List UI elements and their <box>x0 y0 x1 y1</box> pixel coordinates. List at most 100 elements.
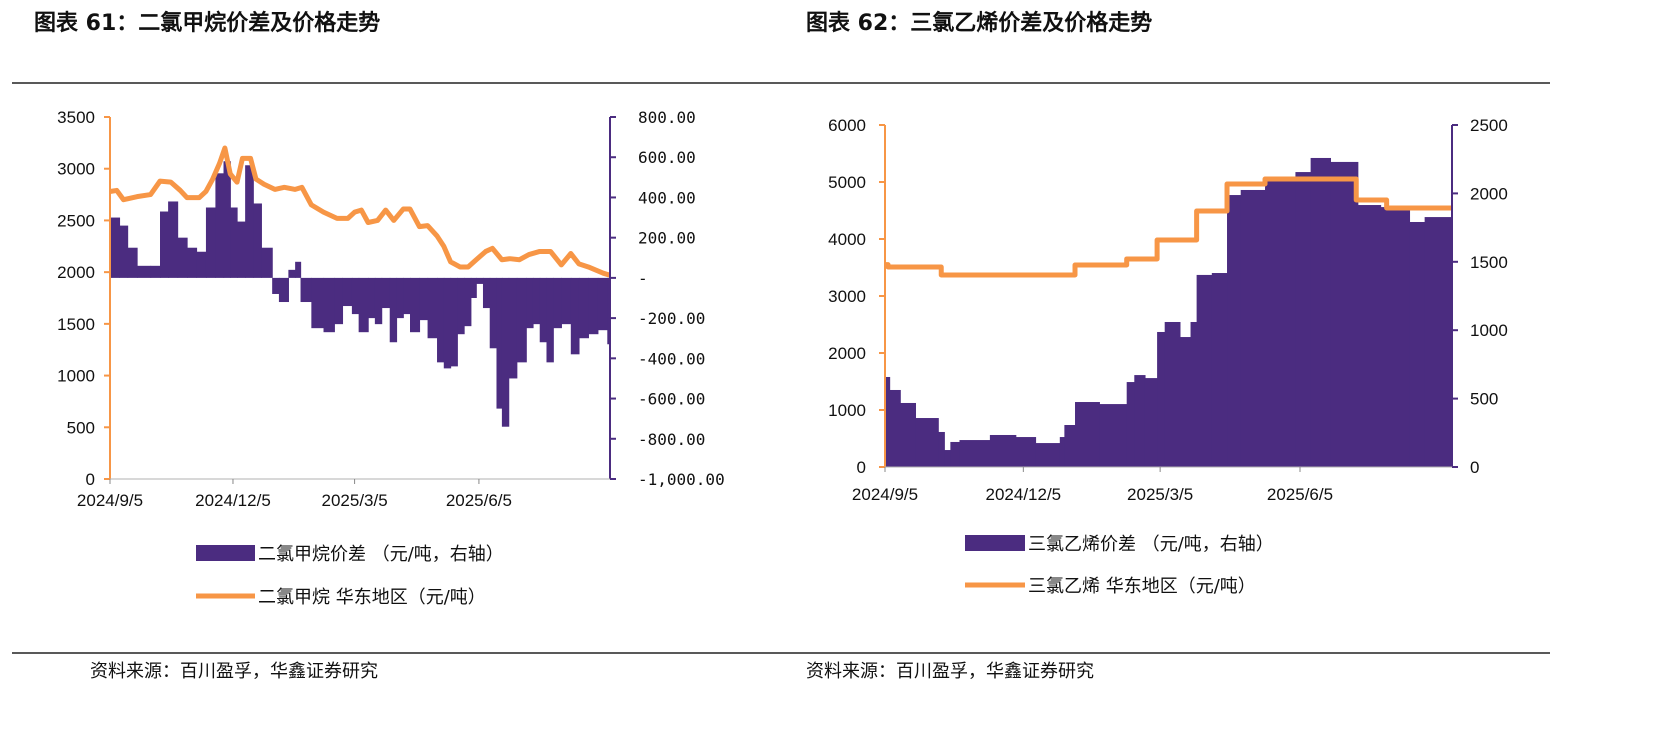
spread-bar <box>1059 437 1065 467</box>
spread-bar <box>597 277 608 331</box>
spread-bar <box>110 217 121 278</box>
left-tick-label: 2000 <box>57 263 95 282</box>
spread-bar <box>607 277 611 345</box>
spread-bar <box>546 277 554 363</box>
spread-bar <box>959 440 991 467</box>
spread-bar <box>950 441 961 467</box>
spread-bar <box>1424 217 1453 467</box>
right-tick-label: -800.00 <box>638 430 705 449</box>
spread-bars <box>885 157 1453 468</box>
right-tick-label: 1000 <box>1470 321 1508 340</box>
spread-bar <box>539 277 548 343</box>
spread-bar <box>396 277 404 319</box>
chart-61: 0500100015002000250030003500-1,000.00-80… <box>57 108 725 608</box>
spread-bar <box>1179 337 1192 467</box>
legend-line-label: 二氯甲烷 华东地区（元/吨） <box>258 587 486 608</box>
spread-bar <box>295 261 302 278</box>
right-tick-label: 0 <box>1470 458 1479 477</box>
source-left: 资料来源：百川盈孚，华鑫证券研究 <box>90 661 378 682</box>
spread-bar <box>215 173 225 278</box>
price-line-points <box>109 147 611 276</box>
spread-bar <box>168 201 179 278</box>
legend-bar-swatch <box>965 535 1025 551</box>
x-tick-label: 2025/6/5 <box>1267 485 1333 504</box>
spread-bar <box>1330 161 1359 467</box>
spread-bar <box>374 277 383 325</box>
spread-bar <box>150 265 161 278</box>
chart-62: 0 1000 2000 3000 4000 5000 6000 0 500 1000 1500 200… <box>828 116 1508 597</box>
legend-bar-swatch <box>196 545 255 561</box>
x-tick-label: 2025/6/5 <box>446 491 512 510</box>
spread-bar <box>989 434 1017 467</box>
left-tick-label: 6000 <box>828 116 866 135</box>
legend-line-label: 三氯乙烯 华东地区（元/吨） <box>1028 576 1256 597</box>
spread-bar <box>119 225 129 278</box>
spread-bar <box>516 277 527 363</box>
spread-bar <box>1157 331 1166 467</box>
spread-bar <box>300 277 312 303</box>
spread-bar <box>261 247 273 278</box>
right-tick-label: -600.00 <box>638 390 705 409</box>
spread-bar <box>127 247 138 278</box>
spread-bar <box>482 277 491 309</box>
spread-bar <box>334 277 344 325</box>
spread-bar <box>410 277 421 333</box>
spread-bar <box>368 277 376 319</box>
spread-bar <box>403 277 411 315</box>
spread-bar <box>288 269 296 278</box>
spread-bar <box>578 277 589 339</box>
right-tick-label: 2500 <box>1470 116 1508 135</box>
legend: 二氯甲烷价差 （元/吨，右轴） 二氯甲烷 华东地区（元/吨） <box>196 544 504 608</box>
spread-bar <box>470 277 477 298</box>
x-tick-label: 2024/12/5 <box>195 491 271 510</box>
spread-bar <box>1190 321 1198 467</box>
spread-bar <box>1126 382 1135 467</box>
right-tick-label: 1500 <box>1470 253 1508 272</box>
right-tick-label: - <box>638 269 648 288</box>
legend-bar-label: 二氯甲烷价差 （元/吨，右轴） <box>258 544 504 565</box>
x-tick-label: 2024/9/5 <box>77 491 143 510</box>
chart-62-title: 图表 62：三氯乙烯价差及价格走势 <box>806 10 1152 36</box>
left-tick-label: 3000 <box>57 160 95 179</box>
spread-bar <box>419 277 429 321</box>
spread-bar <box>223 161 231 278</box>
spread-bar <box>501 277 510 427</box>
left-tick-label: 2500 <box>57 211 95 230</box>
spread-bar <box>323 277 335 333</box>
spread-bar <box>1064 425 1076 467</box>
x-tick-label: 2024/9/5 <box>852 485 918 504</box>
spread-bars <box>110 161 611 427</box>
right-tick-label: 800.00 <box>638 108 696 127</box>
spread-bar <box>358 277 369 333</box>
price-line <box>109 145 611 278</box>
spread-bar <box>496 277 503 409</box>
spread-bar <box>944 450 951 467</box>
left-tick-label: 500 <box>67 418 95 437</box>
spread-bar <box>1310 157 1331 467</box>
spread-bar <box>532 277 541 325</box>
spread-bar <box>245 165 254 278</box>
spread-bar <box>1357 205 1382 467</box>
spread-bar <box>1380 207 1411 467</box>
left-tick-label: 1000 <box>828 401 866 420</box>
spread-bar <box>508 277 518 379</box>
right-tick-label: -200.00 <box>638 309 705 328</box>
spread-bar <box>900 402 917 467</box>
spread-bar <box>351 277 360 315</box>
right-tick-label: 400.00 <box>638 188 696 207</box>
spread-bar <box>205 207 217 278</box>
spread-bar <box>427 277 438 339</box>
spread-bar <box>311 277 325 329</box>
spread-bar <box>1134 375 1146 467</box>
x-tick-label: 2024/12/5 <box>986 485 1062 504</box>
left-tick-label: 3000 <box>828 287 866 306</box>
spread-bar <box>553 277 562 329</box>
spread-bar <box>1164 321 1181 467</box>
spread-bar <box>160 211 169 278</box>
spread-bar <box>1196 274 1213 467</box>
right-tick-label: 600.00 <box>638 148 696 167</box>
spread-bar <box>342 277 353 307</box>
left-tick-label: 0 <box>86 470 95 489</box>
